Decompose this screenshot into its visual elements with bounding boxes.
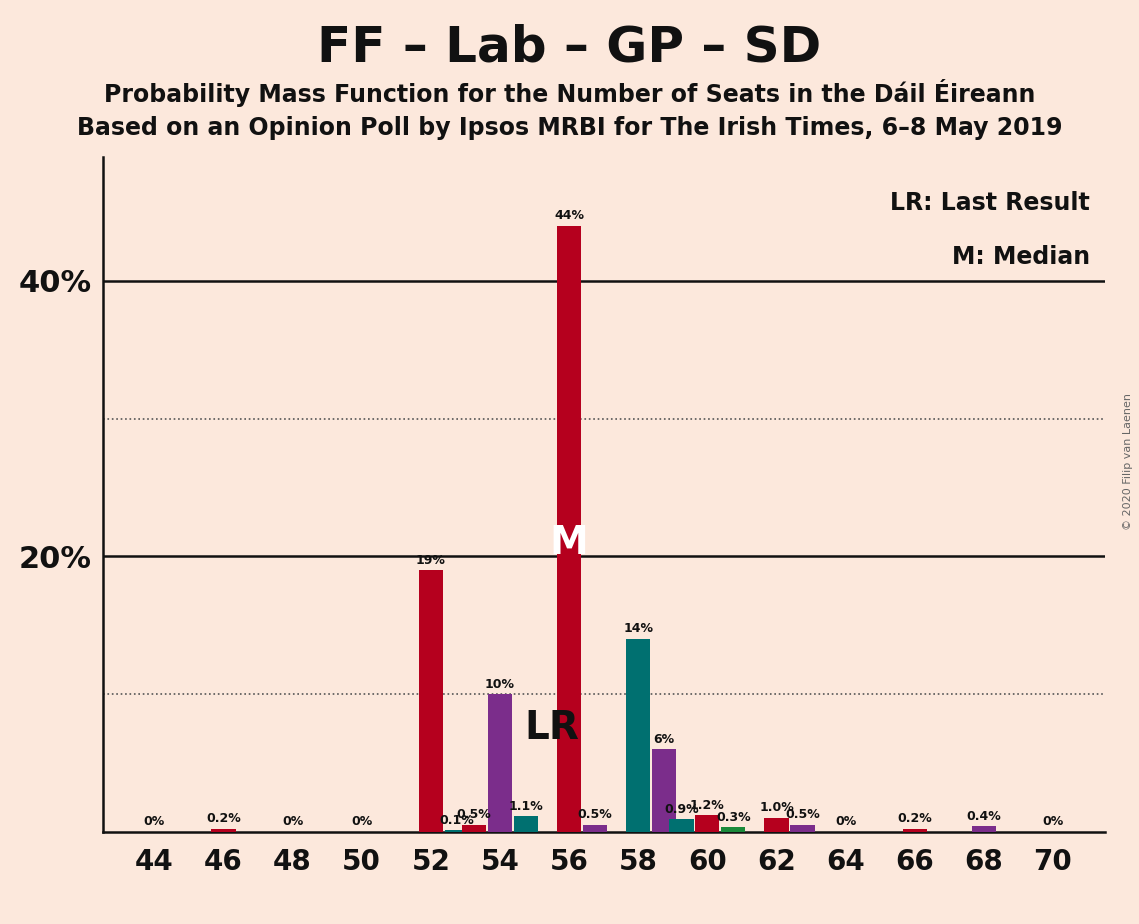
Text: 0.5%: 0.5% bbox=[577, 808, 613, 821]
Text: 0%: 0% bbox=[282, 815, 303, 828]
Text: M: M bbox=[550, 524, 589, 562]
Text: 1.0%: 1.0% bbox=[759, 801, 794, 814]
Bar bbox=[419, 570, 443, 832]
Text: 19%: 19% bbox=[416, 553, 445, 566]
Text: Based on an Opinion Poll by Ipsos MRBI for The Irish Times, 6–8 May 2019: Based on an Opinion Poll by Ipsos MRBI f… bbox=[76, 116, 1063, 140]
Text: 1.2%: 1.2% bbox=[690, 798, 724, 811]
Text: 0.1%: 0.1% bbox=[440, 814, 474, 827]
Text: 0.4%: 0.4% bbox=[967, 809, 1001, 822]
Bar bbox=[626, 638, 650, 832]
Text: 14%: 14% bbox=[623, 623, 654, 636]
Text: 0%: 0% bbox=[1042, 815, 1064, 828]
Text: 10%: 10% bbox=[485, 677, 515, 690]
Text: FF – Lab – GP – SD: FF – Lab – GP – SD bbox=[318, 23, 821, 71]
Text: M: Median: M: Median bbox=[952, 245, 1090, 269]
Bar bbox=[721, 828, 745, 832]
Text: © 2020 Filip van Laenen: © 2020 Filip van Laenen bbox=[1123, 394, 1133, 530]
Text: 6%: 6% bbox=[654, 733, 674, 746]
Text: 0.5%: 0.5% bbox=[785, 808, 820, 821]
Bar bbox=[444, 831, 469, 832]
Bar bbox=[902, 829, 927, 832]
Bar bbox=[764, 818, 788, 832]
Bar bbox=[652, 749, 677, 832]
Bar bbox=[487, 694, 513, 832]
Bar bbox=[583, 825, 607, 832]
Text: 0%: 0% bbox=[144, 815, 165, 828]
Text: LR: Last Result: LR: Last Result bbox=[890, 191, 1090, 214]
Bar bbox=[514, 817, 538, 832]
Text: 0%: 0% bbox=[835, 815, 857, 828]
Text: LR: LR bbox=[524, 710, 580, 748]
Text: 0.9%: 0.9% bbox=[664, 803, 698, 816]
Text: 1.1%: 1.1% bbox=[508, 800, 543, 813]
Bar bbox=[212, 829, 236, 832]
Text: 0.2%: 0.2% bbox=[206, 812, 240, 825]
Text: 0.3%: 0.3% bbox=[716, 811, 751, 824]
Text: 0.5%: 0.5% bbox=[457, 808, 491, 821]
Bar bbox=[972, 826, 995, 832]
Bar bbox=[695, 815, 720, 832]
Text: 44%: 44% bbox=[554, 210, 584, 223]
Bar bbox=[557, 225, 581, 832]
Text: Probability Mass Function for the Number of Seats in the Dáil Éireann: Probability Mass Function for the Number… bbox=[104, 79, 1035, 106]
Bar bbox=[670, 820, 694, 832]
Bar bbox=[462, 825, 486, 832]
Text: 0%: 0% bbox=[351, 815, 372, 828]
Text: 0.2%: 0.2% bbox=[898, 812, 932, 825]
Bar bbox=[790, 825, 814, 832]
